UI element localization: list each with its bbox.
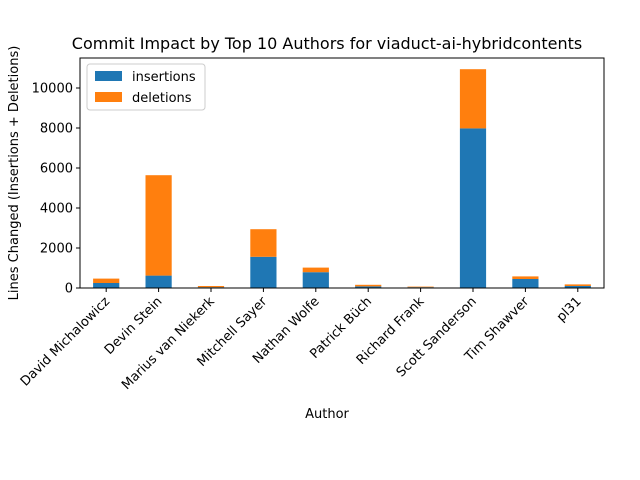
- bar-deletions-3: [250, 229, 277, 257]
- bar-deletions-5: [355, 284, 382, 287]
- legend-swatch-deletions: [95, 92, 122, 102]
- y-axis-label: Lines Changed (Insertions + Deletions): [7, 46, 22, 301]
- y-tick-label-1: 2000: [40, 242, 73, 257]
- bar-deletions-0: [93, 278, 120, 283]
- x-tick-label-2: Marius van Niekerk: [119, 294, 218, 393]
- y-axis: 0 2000 4000 6000 8000 10000: [32, 82, 80, 297]
- bar-deletions-1: [145, 175, 172, 276]
- bar-insertions-8: [512, 279, 539, 288]
- bar-deletions-6: [407, 286, 434, 288]
- bar-insertions-7: [459, 128, 487, 288]
- x-tick-label-9: pl31: [554, 294, 585, 325]
- legend-label-insertions: insertions: [132, 70, 196, 85]
- bar-deletions-9: [564, 284, 591, 286]
- bar-insertions-5: [355, 286, 382, 288]
- plot-frame: [79, 57, 605, 289]
- bar-insertions-1: [145, 275, 172, 288]
- bar-deletions-2: [197, 286, 225, 288]
- chart-title: Commit Impact by Top 10 Authors for viad…: [72, 34, 582, 53]
- y-tick-label-3: 6000: [40, 162, 73, 177]
- y-tick-label-2: 4000: [40, 202, 73, 217]
- y-tick-label-0: 0: [65, 282, 73, 297]
- bar-deletions-4: [302, 267, 329, 273]
- legend: insertions deletions: [86, 63, 206, 111]
- bar-insertions-3: [250, 256, 277, 288]
- bar-deletions-7: [459, 69, 487, 129]
- legend-label-deletions: deletions: [132, 91, 192, 106]
- bar-insertions-4: [302, 272, 329, 288]
- x-axis-label: Author: [305, 407, 349, 422]
- bars-layer: [93, 69, 591, 288]
- bar-deletions-8: [512, 276, 539, 279]
- bar-insertions-9: [564, 286, 591, 288]
- legend-swatch-insertions: [95, 71, 122, 81]
- y-tick-label-4: 8000: [40, 122, 73, 137]
- bar-insertions-0: [93, 283, 120, 288]
- x-tick-label-0: David Michalowicz: [18, 294, 113, 389]
- y-tick-label-5: 10000: [32, 82, 73, 97]
